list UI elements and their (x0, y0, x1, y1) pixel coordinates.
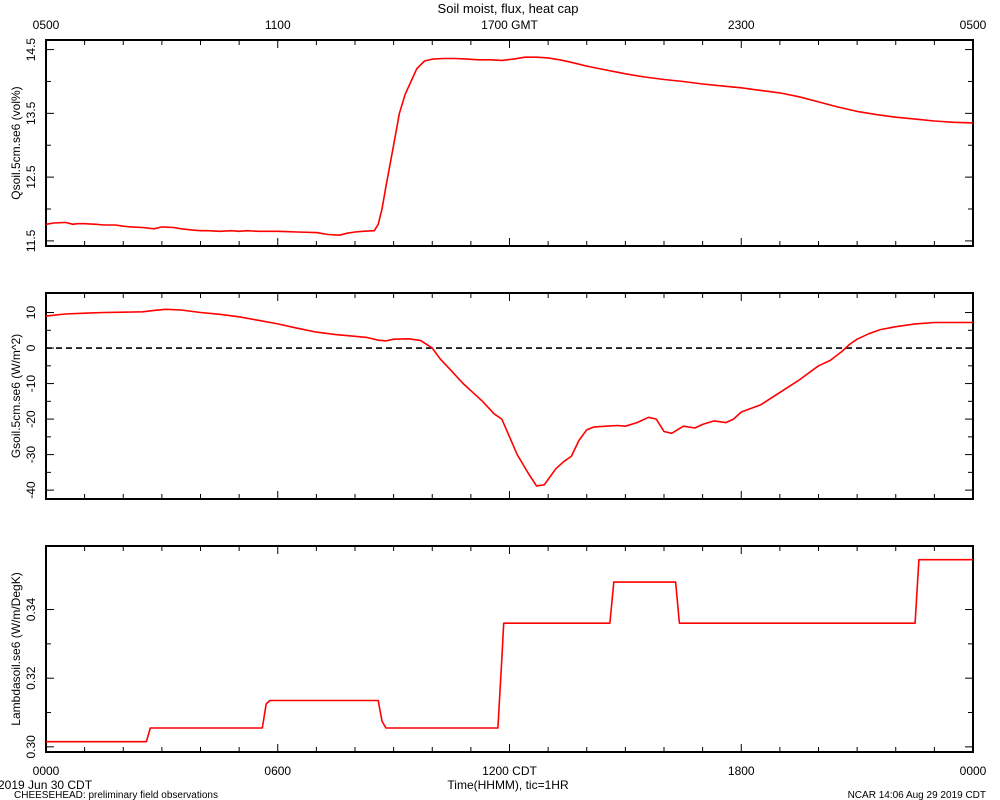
series-line (45, 308, 973, 487)
y-axis-label: Lambdasoil.se6 (W/m/DegK) (9, 572, 23, 725)
y-tick-label: -20 (24, 410, 38, 428)
plot-frame (45, 39, 974, 247)
top-axis-tick-label: 0500 (33, 18, 60, 32)
y-tick-label: 0.34 (24, 598, 38, 622)
x-axis-label: Time(HHMM), tic=1HR (447, 778, 569, 792)
y-tick-label: 12.5 (24, 165, 38, 189)
series-line (46, 558, 973, 743)
y-tick-label: 10 (24, 306, 38, 320)
bottom-axis-tick-label: 1200 CDT (482, 764, 537, 778)
panel-soil-moisture: 11.5 12.5 13.5 14.5 Qsoil.5cm.se6 (vol%) (9, 38, 974, 252)
y-tick-label: 0 (24, 344, 38, 351)
top-axis-tick-label: 1100 (265, 18, 291, 32)
y-tick-label: 14.5 (24, 38, 38, 62)
footer-stamp: NCAR 14:06 Aug 29 2019 CDT (848, 790, 986, 800)
y-tick-label: -10 (24, 375, 38, 393)
footer-source: CHEESEHEAD: preliminary field observatio… (14, 790, 218, 800)
bottom-axis-tick-label: 1800 (728, 764, 755, 778)
top-axis-tick-label: 1700 GMT (481, 18, 538, 32)
y-tick-label: 13.5 (24, 101, 38, 125)
y-tick-label: 0.30 (24, 735, 38, 759)
bottom-axis-tick-label: 0000 (960, 764, 987, 778)
plot-frame (45, 545, 974, 753)
y-tick-label: 0.32 (24, 666, 38, 690)
y-tick-label: -30 (24, 446, 38, 464)
footer-date: 2019 Jun 30 CDT (0, 778, 93, 792)
top-axis-tick-label: 0500 (960, 18, 987, 32)
y-axis-label: Gsoil.5cm.se6 (W/m^2) (9, 334, 23, 458)
y-tick-label: -40 (24, 481, 38, 499)
series-line (45, 56, 974, 236)
top-time-axis: 0500 1100 1700 GMT 2300 0500 (33, 18, 987, 32)
y-axis-label: Qsoil.5cm.se6 (vol%) (9, 86, 23, 199)
plot-frame (45, 292, 974, 500)
top-axis-tick-label: 2300 (728, 18, 755, 32)
chart-title: Soil moist, flux, heat cap (438, 1, 579, 16)
bottom-time-axis: 0000 0600 1200 CDT 1800 0000 (33, 764, 987, 778)
y-tick-label: 11.5 (24, 229, 38, 252)
bottom-axis-tick-label: 0600 (264, 764, 291, 778)
bottom-axis-tick-label: 0000 (33, 764, 60, 778)
